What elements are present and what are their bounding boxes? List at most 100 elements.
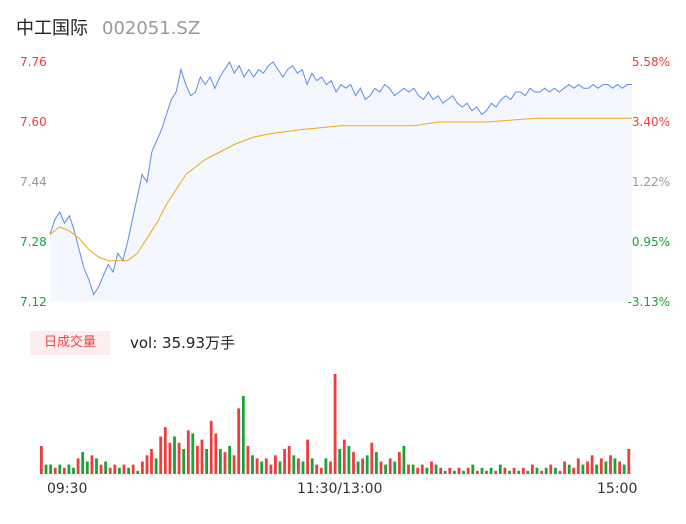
- volume-bar: [205, 449, 208, 474]
- volume-bar: [489, 467, 493, 475]
- volume-bar: [99, 464, 103, 474]
- volume-bar: [567, 464, 571, 474]
- volume-bar: [90, 455, 94, 475]
- volume-bar: [53, 467, 57, 475]
- volume-bar: [40, 445, 43, 474]
- price-tick-2: 7.44: [20, 175, 47, 189]
- volume-bar: [398, 452, 401, 474]
- volume-bar: [347, 445, 351, 474]
- volume-bar: [104, 461, 107, 474]
- volume-bar: [471, 464, 475, 474]
- volume-bar: [122, 464, 126, 474]
- volume-bar: [177, 442, 181, 475]
- volume-bar: [95, 458, 98, 474]
- volume-bar: [274, 455, 277, 475]
- volume-bar: [315, 464, 319, 474]
- volume-bar: [388, 458, 392, 474]
- volume-bar: [168, 442, 172, 475]
- volume-bar: [356, 461, 360, 474]
- stock-name: 中工国际: [16, 18, 88, 39]
- volume-bar: [485, 470, 488, 474]
- volume-tag: 日成交量: [30, 331, 110, 355]
- volume-bar: [448, 467, 452, 475]
- volume-bar: [480, 467, 484, 475]
- time-label-close: 15:00: [597, 481, 638, 497]
- volume-bar: [241, 395, 245, 474]
- volume-bar: [521, 467, 525, 475]
- volume-bar: [379, 461, 383, 474]
- volume-bar: [604, 461, 608, 474]
- volume-bar: [131, 464, 135, 474]
- pct-tick-2: 1.22%: [631, 175, 670, 189]
- volume-bar: [209, 420, 213, 474]
- volume-bar: [324, 458, 328, 474]
- volume-bar: [365, 455, 369, 475]
- volume-bar: [159, 436, 163, 474]
- volume-bar: [508, 470, 511, 474]
- volume-bar: [618, 461, 621, 474]
- stock-header: 中工国际 002051.SZ: [16, 14, 200, 39]
- time-label-noon: 11:30/13:00: [297, 481, 383, 497]
- volume-bar: [622, 464, 626, 474]
- volume-bar: [76, 458, 80, 474]
- volume-bar: [503, 467, 507, 475]
- avg-price-line: [49, 117, 632, 262]
- volume-bar: [127, 467, 130, 475]
- pct-tick-3: -0.95%: [627, 235, 670, 249]
- volume-bar: [434, 464, 438, 474]
- volume-bar: [287, 445, 291, 474]
- volume-bar: [361, 458, 364, 474]
- volume-bar: [595, 464, 599, 474]
- volume-bar: [466, 467, 470, 475]
- volume-bar: [609, 455, 612, 475]
- volume-bar: [476, 470, 479, 474]
- volume-bar: [200, 439, 204, 474]
- volume-bar: [319, 467, 323, 475]
- volume-bar: [531, 464, 534, 474]
- volume-bar: [186, 430, 190, 475]
- volume-bar: [407, 464, 410, 474]
- volume-bar: [498, 464, 502, 474]
- price-line: [49, 60, 632, 296]
- volume-bar: [544, 467, 548, 475]
- volume-bar: [457, 467, 461, 475]
- volume-bar: [352, 452, 355, 474]
- volume-bar: [264, 458, 268, 474]
- volume-bar: [154, 458, 158, 474]
- volume-bar: [581, 464, 585, 474]
- volume-bar: [338, 449, 342, 474]
- volume-bar: [292, 455, 296, 475]
- volume-text: vol: 35.93万手: [130, 334, 235, 352]
- price-area: [50, 62, 632, 302]
- volume-bar: [278, 461, 282, 474]
- volume-bar: [108, 467, 112, 475]
- volume-bar: [297, 458, 300, 474]
- volume-bar: [430, 461, 433, 474]
- volume-bar: [219, 449, 222, 474]
- volume-bar: [85, 461, 89, 474]
- volume-bar: [62, 467, 66, 475]
- volume-bar: [375, 452, 378, 474]
- price-tick-0: 7.76: [20, 55, 47, 69]
- volume-bar: [301, 461, 305, 474]
- volume-bar: [58, 464, 62, 474]
- volume-bar: [554, 467, 557, 475]
- volume-bar: [420, 464, 424, 474]
- volume-bar: [237, 408, 241, 474]
- volume-bar: [67, 464, 71, 474]
- volume-bar: [576, 458, 580, 474]
- volume-bar: [599, 458, 603, 474]
- volume-bar: [81, 452, 85, 474]
- volume-bar: [411, 464, 415, 474]
- pct-tick-4: -3.13%: [627, 295, 670, 309]
- volume-bar: [540, 470, 543, 474]
- volume-bar: [72, 467, 75, 475]
- volume-bar: [232, 455, 236, 475]
- volume-bar: [563, 461, 566, 474]
- volume-bar: [443, 470, 447, 474]
- volume-bar: [416, 467, 420, 475]
- volume-bar: [306, 439, 309, 474]
- volume-bar: [49, 464, 52, 474]
- volume-bar: [191, 433, 195, 474]
- volume-bar: [393, 461, 397, 474]
